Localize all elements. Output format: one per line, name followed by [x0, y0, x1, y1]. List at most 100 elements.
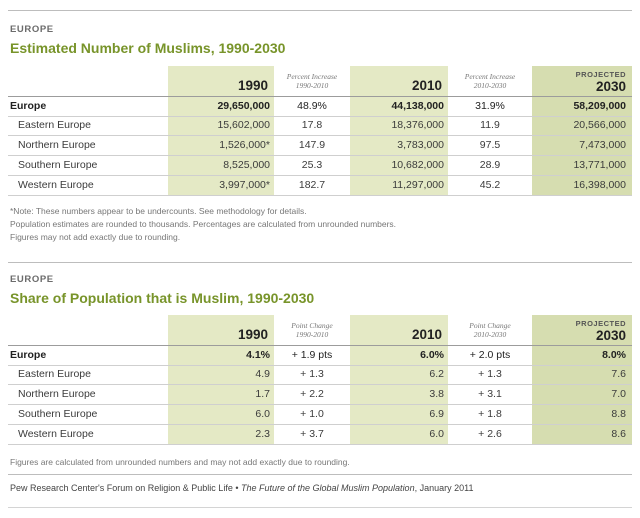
- region-name: Northern Europe: [18, 388, 96, 400]
- header-2030: 2030: [595, 328, 626, 343]
- value-2030: 7,473,000: [579, 139, 626, 151]
- value-1990: 3,997,000*: [219, 179, 270, 191]
- change-2010-2030: + 2.6: [478, 428, 502, 440]
- bottom-rule: [8, 507, 632, 508]
- table-row: Western Europe 2.3 + 3.7 6.0 + 2.6 8.6: [8, 425, 632, 445]
- shade-1990: [168, 66, 274, 196]
- muslim-count-table: 1990 Percent Increase 1990-2010 2010 Per…: [8, 66, 632, 196]
- value-1990: 2.3: [255, 428, 270, 440]
- value-2010: 6.9: [429, 408, 444, 420]
- value-2010: 6.2: [429, 368, 444, 380]
- header-projected: PROJECTED: [575, 319, 626, 328]
- value-2030: 8.0%: [602, 349, 626, 361]
- section1-title: Estimated Number of Muslims, 1990-2030: [10, 40, 286, 56]
- change-1990-2010: + 2.2: [300, 388, 324, 400]
- value-2010: 3,783,000: [397, 139, 444, 151]
- section-divider: [8, 262, 632, 263]
- increase-1990-2010: 182.7: [298, 179, 326, 191]
- change-2010-2030: + 1.8: [478, 408, 502, 420]
- value-2030: 7.6: [611, 368, 626, 380]
- value-1990: 4.1%: [246, 349, 270, 361]
- value-2010: 3.8: [429, 388, 444, 400]
- increase-1990-2010: 48.9%: [297, 100, 327, 112]
- value-2030: 8.8: [611, 408, 626, 420]
- region-name: Europe: [10, 349, 47, 361]
- value-2030: 58,209,000: [573, 100, 626, 112]
- change-1990-2010: + 1.0: [300, 408, 324, 420]
- note-line: Population estimates are rounded to thou…: [10, 219, 397, 229]
- shade-1990: [168, 315, 274, 445]
- increase-2010-2030: 11.9: [480, 119, 500, 131]
- header-2010: 2010: [411, 327, 442, 342]
- header-pct-increase-2: Percent Increase 2010-2030: [464, 72, 516, 90]
- top-rule: [8, 10, 632, 11]
- shade-2030: [532, 66, 632, 196]
- region-name: Southern Europe: [18, 159, 98, 171]
- region-name: Eastern Europe: [18, 119, 91, 131]
- section1-kicker: EUROPE: [10, 24, 54, 35]
- value-1990: 4.9: [255, 368, 270, 380]
- region-name: Western Europe: [18, 179, 94, 191]
- value-2030: 20,566,000: [573, 119, 626, 131]
- value-2010: 18,376,000: [391, 119, 444, 131]
- increase-2010-2030: 45.2: [479, 179, 501, 191]
- increase-2010-2030: 31.9%: [475, 100, 505, 112]
- value-2010: 6.0%: [420, 349, 444, 361]
- shade-2010: [350, 315, 448, 445]
- header-2010: 2010: [411, 78, 442, 93]
- change-2010-2030: + 1.3: [478, 368, 502, 380]
- header-point-change-2: Point Change 2010-2030: [469, 321, 511, 339]
- source-suffix: , January 2011: [414, 483, 474, 493]
- value-1990: 1.7: [255, 388, 270, 400]
- value-2030: 8.6: [611, 428, 626, 440]
- table-row: Western Europe 3,997,000* 182.7 11,297,0…: [8, 176, 632, 196]
- change-2010-2030: + 3.1: [478, 388, 502, 400]
- header-pct-increase-1: Percent Increase 1990-2010: [286, 72, 338, 90]
- change-1990-2010: + 1.9 pts: [291, 349, 333, 361]
- source-divider: [8, 474, 632, 475]
- table-row: Southern Europe 6.0 + 1.0 6.9 + 1.8 8.8: [8, 405, 632, 425]
- value-1990: 6.0: [255, 408, 270, 420]
- value-2010: 11,297,000: [392, 179, 444, 191]
- table-row: Southern Europe 8,525,000 25.3 10,682,00…: [8, 156, 632, 176]
- muslim-share-table: 1990 Point Change 1990-2010 2010 Point C…: [8, 315, 632, 445]
- header-projected: PROJECTED: [575, 70, 626, 79]
- value-2010: 6.0: [429, 428, 444, 440]
- increase-1990-2010: 25.3: [301, 159, 323, 171]
- section1-notes: *Note: These numbers appear to be underc…: [10, 205, 396, 244]
- header-1990: 1990: [237, 327, 268, 342]
- value-1990: 29,650,000: [217, 100, 270, 112]
- shade-2010: [350, 66, 448, 196]
- value-2030: 13,771,000: [573, 159, 626, 171]
- source-line: Pew Research Center's Forum on Religion …: [10, 483, 473, 493]
- section2-title: Share of Population that is Muslim, 1990…: [10, 290, 315, 306]
- table-row: Europe 4.1% + 1.9 pts 6.0% + 2.0 pts 8.0…: [8, 345, 632, 366]
- increase-1990-2010: 17.8: [301, 119, 323, 131]
- region-name: Northern Europe: [18, 139, 96, 151]
- table-row: Eastern Europe 15,602,000 17.8 18,376,00…: [8, 116, 632, 136]
- note-line: *Note: These numbers appear to be underc…: [10, 206, 307, 216]
- value-2030: 7.0: [611, 388, 626, 400]
- region-name: Eastern Europe: [18, 368, 91, 380]
- value-1990: 1,526,000*: [219, 139, 270, 151]
- change-1990-2010: + 3.7: [300, 428, 324, 440]
- value-2010: 10,682,000: [391, 159, 444, 171]
- source-publication: The Future of the Global Muslim Populati…: [240, 483, 415, 493]
- change-1990-2010: + 1.3: [300, 368, 324, 380]
- table-row: Northern Europe 1.7 + 2.2 3.8 + 3.1 7.0: [8, 385, 632, 405]
- value-2010: 44,138,000: [391, 100, 444, 112]
- change-2010-2030: + 2.0 pts: [469, 349, 511, 361]
- table-row: Europe 29,650,000 48.9% 44,138,000 31.9%…: [8, 96, 632, 117]
- shade-2030: [532, 315, 632, 445]
- section2-note: Figures are calculated from unrounded nu…: [10, 457, 350, 467]
- table-row: Northern Europe 1,526,000* 147.9 3,783,0…: [8, 136, 632, 156]
- table-row: Eastern Europe 4.9 + 1.3 6.2 + 1.3 7.6: [8, 365, 632, 385]
- region-name: Southern Europe: [18, 408, 98, 420]
- value-1990: 15,602,000: [217, 119, 270, 131]
- value-2030: 16,398,000: [573, 179, 626, 191]
- source-prefix: Pew Research Center's Forum on Religion …: [10, 483, 241, 493]
- header-2030: 2030: [595, 79, 626, 94]
- increase-1990-2010: 147.9: [298, 139, 326, 151]
- region-name: Western Europe: [18, 428, 94, 440]
- header-1990: 1990: [237, 78, 268, 93]
